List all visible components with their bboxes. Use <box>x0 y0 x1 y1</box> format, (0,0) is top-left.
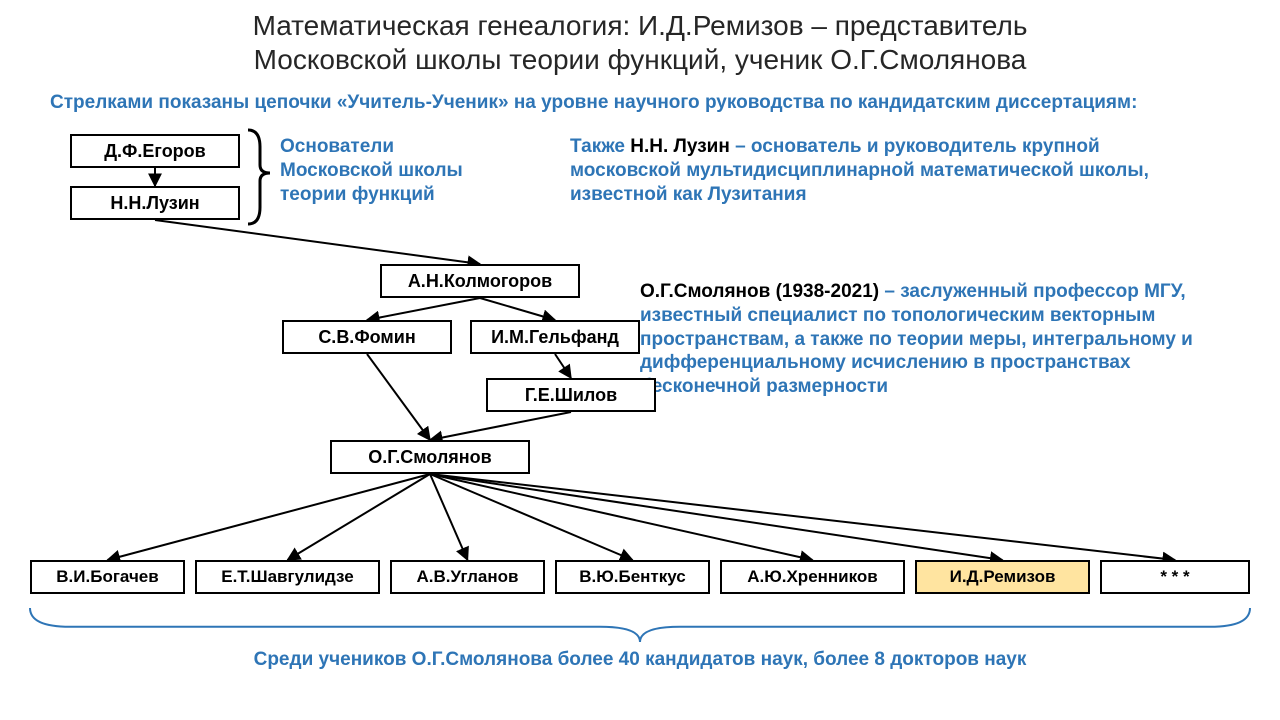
node-fomin: С.В.Фомин <box>282 320 452 354</box>
node-uglanov: А.В.Угланов <box>390 560 545 594</box>
students-bracket <box>0 604 1280 652</box>
node-bentkus: В.Ю.Бенткус <box>555 560 710 594</box>
node-more: * * * <box>1100 560 1250 594</box>
node-bogachev: В.И.Богачев <box>30 560 185 594</box>
node-shavgulidze: Е.Т.Шавгулидзе <box>195 560 380 594</box>
node-luzin: Н.Н.Лузин <box>70 186 240 220</box>
title-line-2: Московской школы теории функций, ученик … <box>0 44 1280 76</box>
founders-bracket <box>244 126 274 228</box>
node-egorov: Д.Ф.Егоров <box>70 134 240 168</box>
genealogy-diagram: Математическая генеалогия: И.Д.Ремизов –… <box>0 0 1280 720</box>
node-kolmogorov: А.Н.Колмогоров <box>380 264 580 298</box>
node-khrennikov: А.Ю.Хренников <box>720 560 905 594</box>
sidenote-smolyanov: О.Г.Смолянов (1938-2021) – заслуженный п… <box>640 280 1210 399</box>
sidenote-luzin: Также Н.Н. Лузин – основатель и руководи… <box>570 135 1200 206</box>
node-remizov: И.Д.Ремизов <box>915 560 1090 594</box>
title-line-1: Математическая генеалогия: И.Д.Ремизов –… <box>0 10 1280 42</box>
footnote: Среди учеников О.Г.Смолянова более 40 ка… <box>0 649 1280 671</box>
node-smolyanov: О.Г.Смолянов <box>330 440 530 474</box>
node-gelfand: И.М.Гельфанд <box>470 320 640 354</box>
sidenote-founders: Основатели Московской школы теории функц… <box>280 135 510 206</box>
subtitle: Стрелками показаны цепочки «Учитель-Учен… <box>50 92 1137 114</box>
node-shilov: Г.Е.Шилов <box>486 378 656 412</box>
